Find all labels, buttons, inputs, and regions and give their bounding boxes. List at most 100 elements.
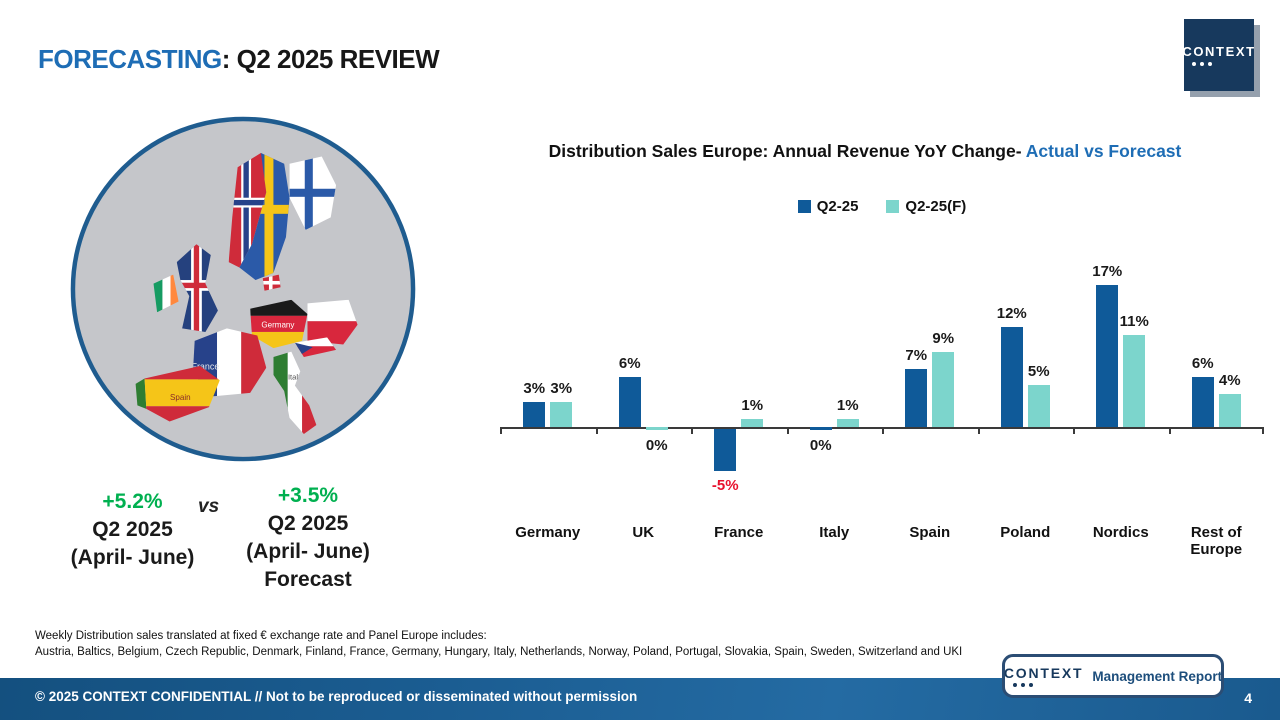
x-axis-tick <box>977 427 980 434</box>
context-logo-small-underline <box>1012 683 1075 687</box>
map-label-spain: Spain <box>170 393 191 402</box>
value-label-q2-25-nordics: 17% <box>1092 263 1123 281</box>
logo-dot-icon <box>1020 683 1025 687</box>
page-title-accent: FORECASTING <box>38 44 222 74</box>
bar-q2-25-f--uk <box>645 427 668 430</box>
value-label-q2-25-f--uk: 0% <box>645 437 668 454</box>
chart-legend: Q2-25 Q2-25(F) <box>500 198 1264 215</box>
value-label-q2-25-uk: 6% <box>618 355 641 373</box>
map-label-france: France <box>191 362 219 372</box>
chart-title-black: Distribution Sales Europe: Annual Revenu… <box>548 141 1026 161</box>
confidential-notice: © 2025 CONTEXT CONFIDENTIAL // Not to be… <box>35 689 638 704</box>
category-label-uk: UK <box>632 524 655 541</box>
summary-forecast: +3.5% Q2 2025 (April- June) Forecast <box>228 482 388 594</box>
value-label-q2-25-france: -5% <box>711 476 739 494</box>
category-label-france: France <box>714 524 764 541</box>
bar-q2-25-nordics <box>1096 285 1119 427</box>
value-label-q2-25-spain: 7% <box>905 346 928 364</box>
category-label-nordics: Nordics <box>1092 524 1149 541</box>
page-title-rest: : Q2 2025 REVIEW <box>221 44 440 74</box>
europe-flag-map-graphic: Germany France <box>70 116 416 462</box>
country-portugal <box>135 378 147 409</box>
value-label-q2-25-germany: 3% <box>523 380 546 397</box>
logo-dot-icon <box>1192 62 1196 66</box>
bar-q2-25-poland <box>1000 327 1023 427</box>
value-label-q2-25-f--france: 1% <box>741 396 764 414</box>
page-number: 4 <box>1244 690 1252 706</box>
value-label-q2-25-f--italy: 1% <box>836 396 859 414</box>
map-label-italy: Italy <box>288 372 302 381</box>
value-label-q2-25-poland: 12% <box>996 305 1027 323</box>
bar-q2-25-f--france <box>741 418 764 427</box>
category-label-italy: Italy <box>819 524 850 541</box>
management-report-badge: CONTEXT Management Report <box>1002 654 1224 698</box>
legend-label: Q2-25(F) <box>905 198 967 215</box>
bar-q2-25-f--spain <box>932 352 955 427</box>
footnote-line-2: Austria, Baltics, Belgium, Czech Republi… <box>35 646 963 658</box>
value-label-q2-25-rest-of-europe: 6% <box>1191 355 1214 373</box>
legend-swatch-icon <box>886 200 900 213</box>
legend-label: Q2-25 <box>816 198 859 215</box>
management-report-label: Management Report <box>1092 668 1223 684</box>
forecast-period-months: (April- June) <box>246 540 370 563</box>
bar-q2-25-germany <box>523 402 546 427</box>
value-label-q2-25-italy: 0% <box>809 437 832 454</box>
context-logo-small: CONTEXT <box>1004 665 1084 687</box>
europe-flag-map: Germany France <box>64 110 422 468</box>
actual-period: Q2 2025 <box>92 518 173 541</box>
logo-dot-icon <box>1012 683 1017 687</box>
logo-dot-icon <box>1208 62 1212 66</box>
bar-q2-25-f--italy <box>836 418 859 427</box>
legend-item-q2-25-f-: Q2-25(F) <box>886 198 966 215</box>
vs-label: vs <box>198 496 220 517</box>
map-label-germany: Germany <box>261 320 294 329</box>
x-axis-tick <box>882 427 884 434</box>
context-logo-small-wordmark: CONTEXT <box>1003 665 1084 681</box>
bar-q2-25-f--nordics <box>1123 335 1146 427</box>
x-axis-tick <box>1262 427 1264 434</box>
bar-chart-plot: 3% 3% 6% 0% -5% 1% 0% 1% 7% 9% 12% 5% 17% 11% 6% 4% <box>500 236 1264 522</box>
category-label-poland: Poland <box>1000 524 1051 541</box>
x-axis-tick <box>691 427 693 434</box>
actual-value: +5.2% <box>102 490 163 513</box>
value-label-q2-25-f--nordics: 11% <box>1119 313 1149 331</box>
value-label-q2-25-f--poland: 5% <box>1027 363 1050 381</box>
forecast-word: Forecast <box>264 568 352 591</box>
bar-q2-25-f--poland <box>1027 385 1050 427</box>
chart-category-axis: Germany UK France Italy Spain Poland Nordics Re… <box>500 524 1264 558</box>
category-label-rest-of-europe: Rest of Europe <box>1190 524 1243 558</box>
footnote: Weekly Distribution sales translated at … <box>35 628 962 660</box>
x-axis-tick <box>1168 427 1171 434</box>
country-ireland <box>153 274 179 313</box>
x-axis-tick <box>786 427 789 434</box>
context-logo: CONTEXT <box>1182 19 1256 91</box>
country-denmark <box>262 274 281 291</box>
context-logo-underline <box>1192 62 1246 66</box>
legend-item-q2-25: Q2-25 <box>797 198 859 215</box>
bar-q2-25-france <box>714 429 737 471</box>
summary-actual: +5.2% Q2 2025 (April- June) <box>55 488 210 572</box>
bar-q2-25-italy <box>809 427 832 430</box>
page-title: FORECASTING: Q2 2025 REVIEW <box>38 44 440 75</box>
category-label-germany: Germany <box>515 524 581 541</box>
footnote-line-1: Weekly Distribution sales translated at … <box>35 630 487 642</box>
bar-q2-25-rest-of-europe <box>1191 377 1214 427</box>
value-label-q2-25-f--rest-of-europe: 4% <box>1218 371 1241 389</box>
actual-period-months: (April- June) <box>70 546 195 569</box>
logo-dot-icon <box>1200 62 1204 66</box>
bar-q2-25-uk <box>618 377 641 427</box>
bar-q2-25-f--germany <box>550 402 573 427</box>
value-label-q2-25-f--spain: 9% <box>932 330 955 348</box>
x-axis-tick <box>1073 427 1075 434</box>
bar-q2-25-spain <box>905 368 928 427</box>
logo-dot-icon <box>1028 683 1033 687</box>
forecast-period: Q2 2025 <box>267 512 349 535</box>
value-label-q2-25-f--germany: 3% <box>550 380 573 397</box>
chart-title: Distribution Sales Europe: Annual Revenu… <box>470 141 1260 162</box>
forecast-value: +3.5% <box>277 484 339 507</box>
x-axis-tick <box>595 427 598 434</box>
category-label-spain: Spain <box>909 524 951 541</box>
bar-q2-25-f--rest-of-europe <box>1218 393 1241 427</box>
context-logo-wordmark: CONTEXT <box>1182 44 1256 59</box>
